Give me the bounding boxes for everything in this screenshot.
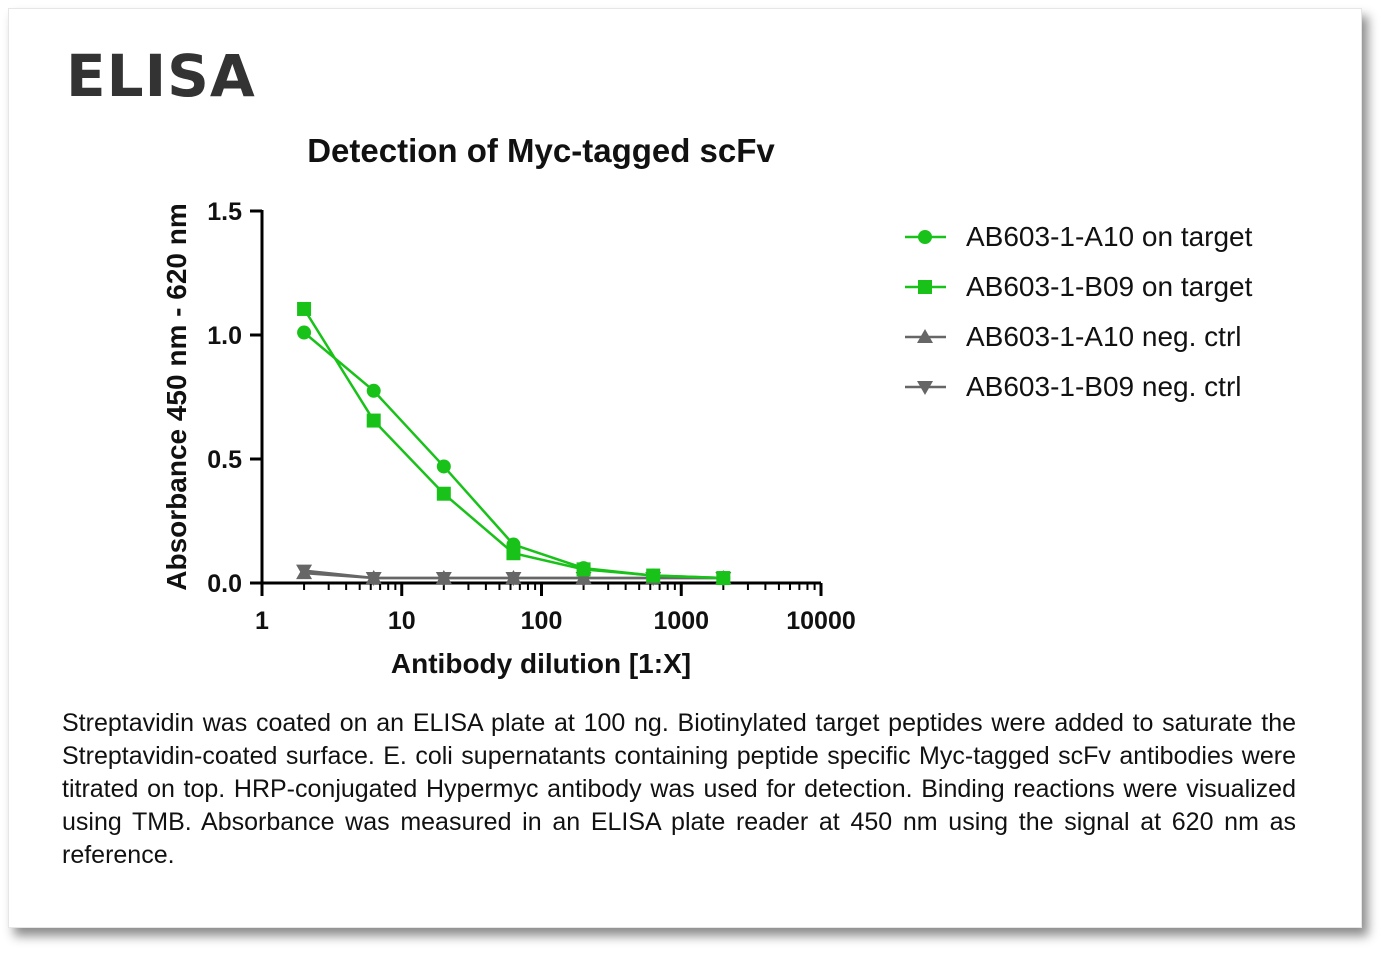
- legend-label: AB603-1-A10 on target: [966, 221, 1253, 252]
- legend-label: AB603-1-B09 neg. ctrl: [966, 371, 1242, 402]
- data-point: [436, 486, 451, 501]
- legend-label: AB603-1-B09 on target: [966, 271, 1253, 302]
- data-point: [506, 546, 521, 561]
- x-tick-label: 100: [521, 607, 563, 635]
- figure-card: [8, 8, 1362, 928]
- data-point: [576, 562, 591, 577]
- y-axis-label: Absorbance 450 nm - 620 nm: [161, 203, 192, 590]
- x-tick-label: 10000: [786, 607, 856, 635]
- legend-marker: [918, 230, 932, 244]
- x-tick-label: 10: [388, 607, 416, 635]
- x-axis-label: Antibody dilution [1:X]: [391, 648, 691, 679]
- data-point: [505, 572, 522, 587]
- data-point: [297, 325, 312, 340]
- data-point: [366, 413, 381, 428]
- y-tick-label: 0.0: [207, 570, 242, 598]
- data-point: [716, 571, 731, 586]
- x-tick-label: 1: [255, 607, 269, 635]
- y-tick-label: 1.5: [207, 198, 242, 226]
- y-tick-label: 0.5: [207, 446, 242, 474]
- data-point: [646, 568, 661, 583]
- data-point: [296, 564, 313, 579]
- section-heading: ELISA: [66, 42, 256, 110]
- figure-caption: Streptavidin was coated on an ELISA plat…: [62, 709, 1296, 869]
- legend-marker: [917, 381, 933, 395]
- data-point: [435, 572, 452, 587]
- legend-label: AB603-1-A10 neg. ctrl: [966, 321, 1242, 352]
- data-point: [436, 459, 451, 474]
- data-point: [297, 301, 312, 316]
- legend-marker: [918, 280, 932, 294]
- data-point: [365, 572, 382, 587]
- x-tick-label: 1000: [653, 607, 709, 635]
- y-tick-label: 1.0: [207, 322, 242, 350]
- chart-title: Detection of Myc-tagged scFv: [307, 132, 775, 169]
- data-point: [366, 383, 381, 398]
- legend-marker: [917, 329, 933, 343]
